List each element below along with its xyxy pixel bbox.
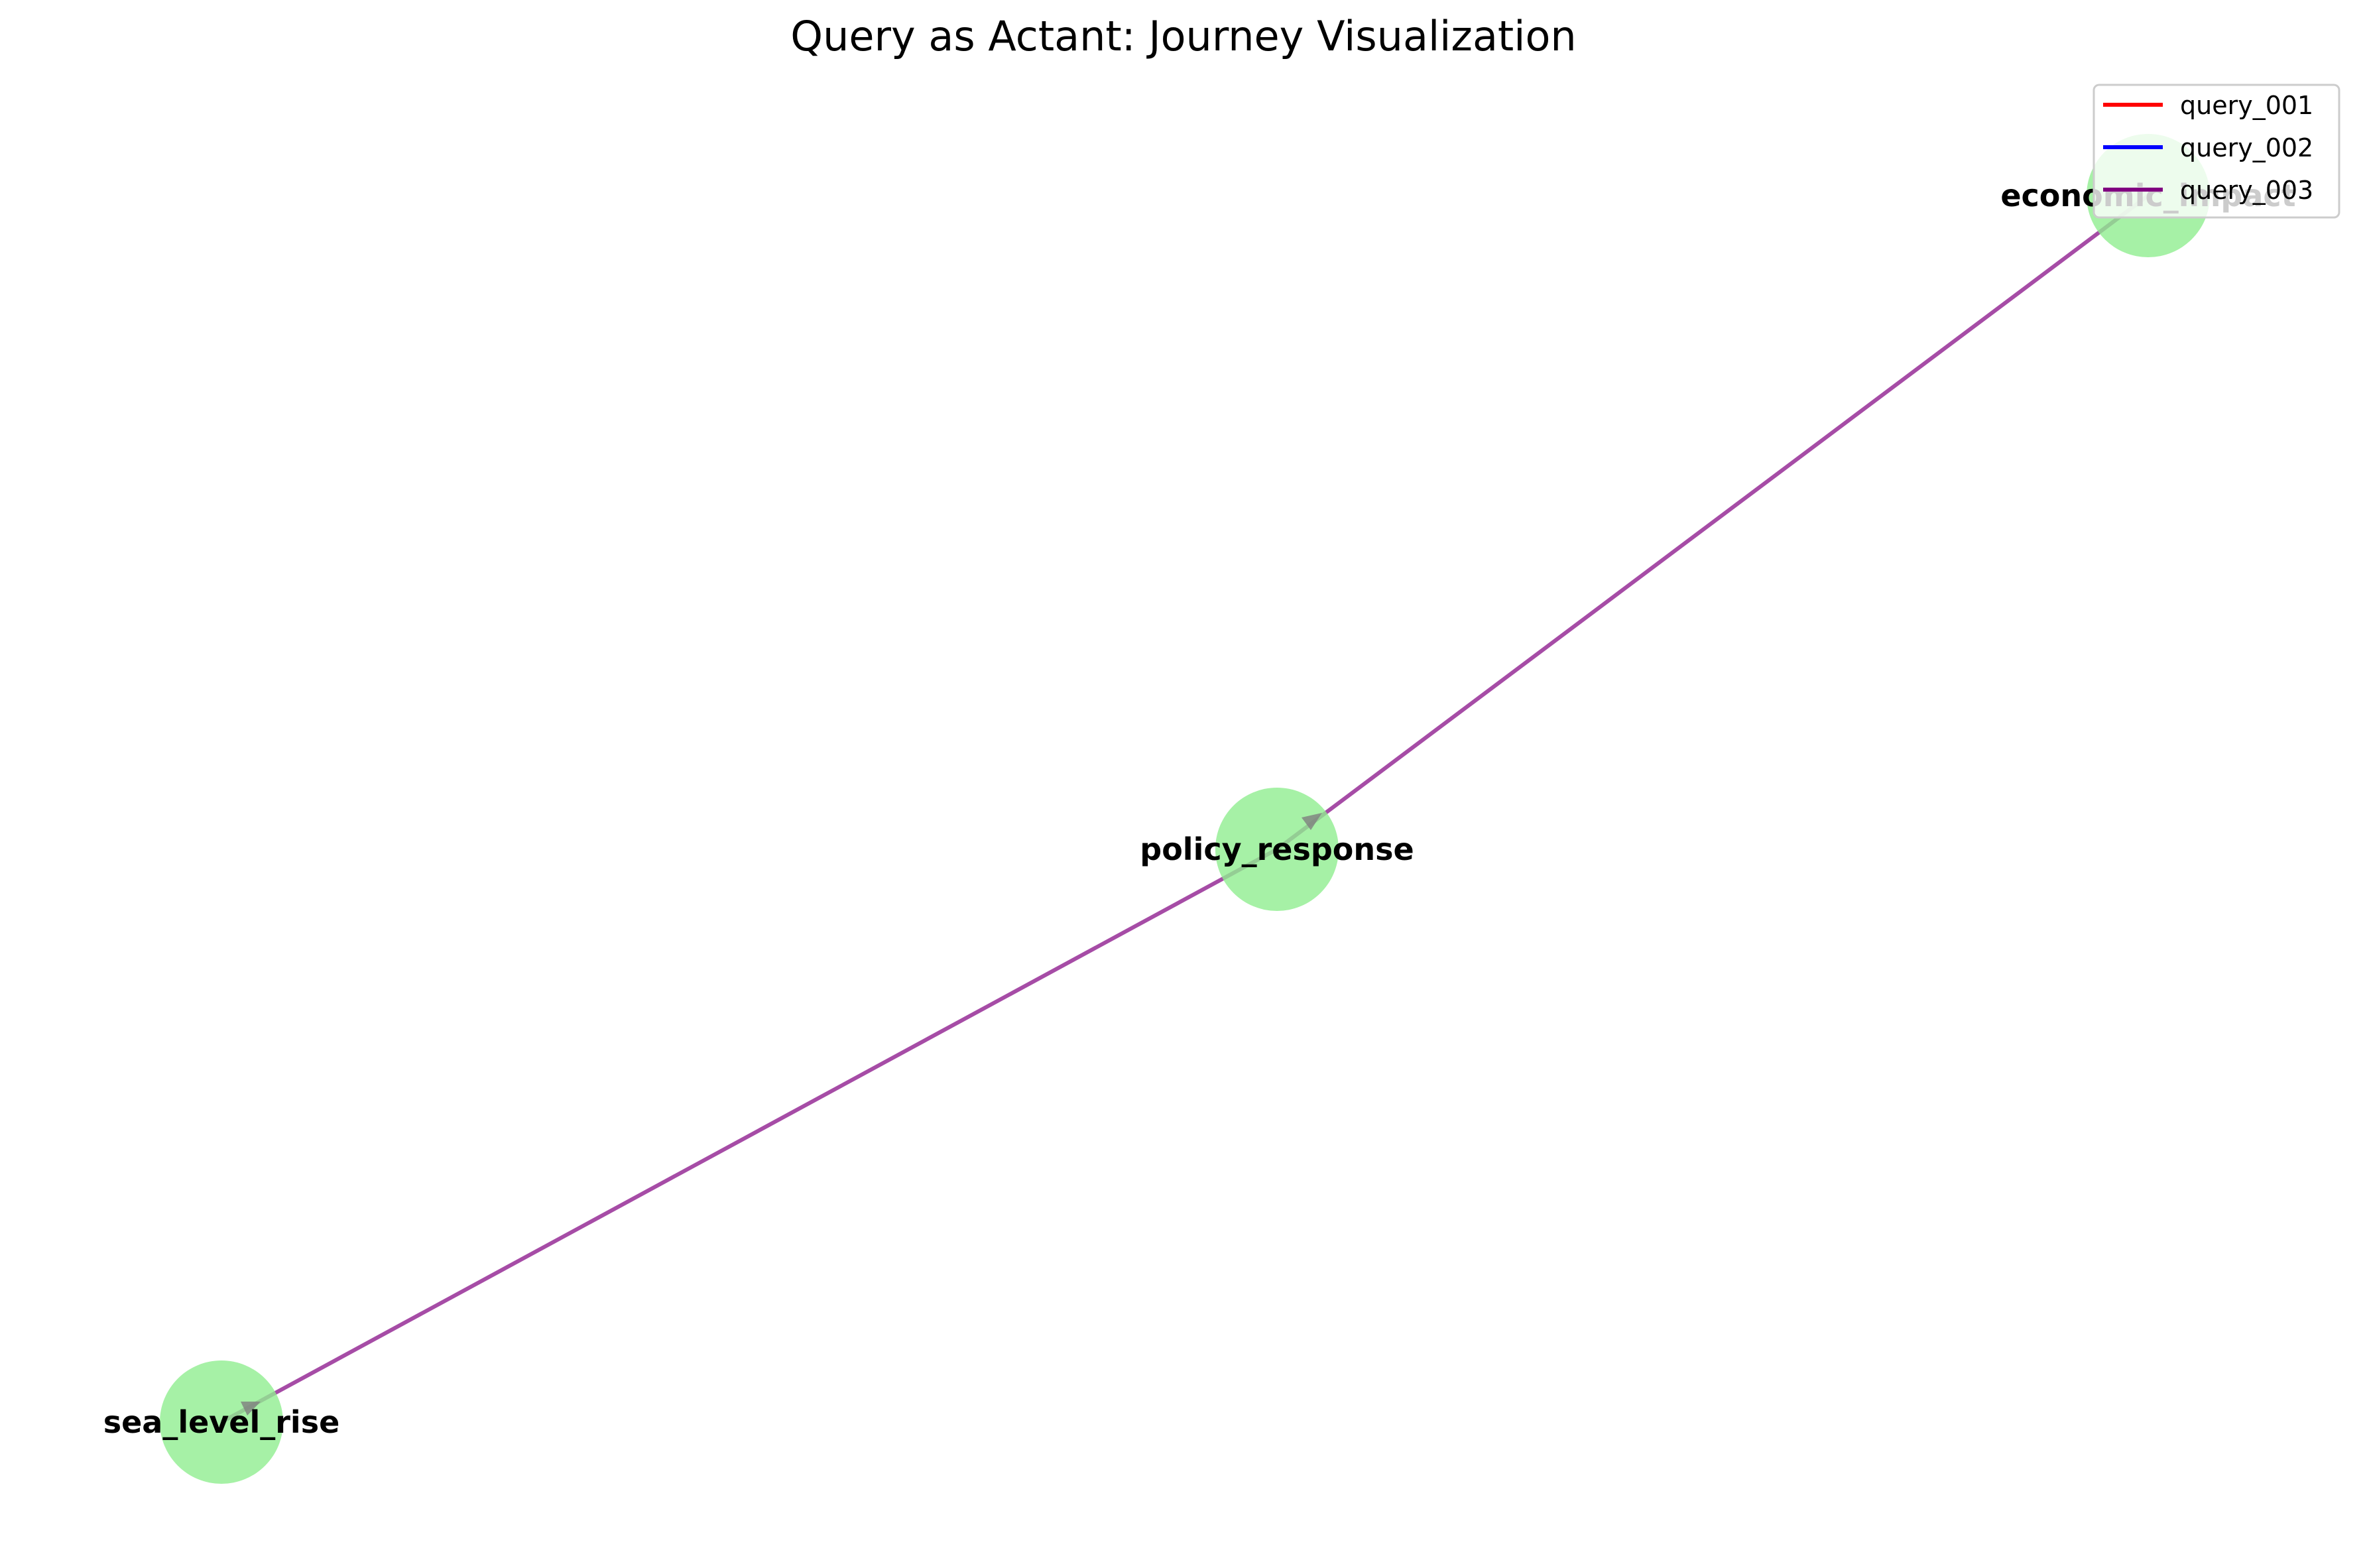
edge-policy-response-to-sea-level-rise [220,847,1278,1424]
legend-box [2093,84,2340,219]
edge-economic-impact-to-policy-response [1276,194,2150,851]
edge-layer [220,194,2150,1424]
legend: query_001 query_002 query_003 [2093,84,2340,219]
legend-item: query_003 [2103,176,2313,205]
legend-item: query_001 [2103,91,2313,120]
node-label-policy-response: policy_response [1140,831,1414,867]
node-label-sea-level-rise: sea_level_rise [103,1404,340,1440]
arrow-layer [241,813,1322,1416]
legend-label-query-001: query_001 [2180,91,2313,120]
chart-title: Query as Actant: Journey Visualization [790,12,1576,60]
arrow-head-sea-level-rise [241,1402,261,1416]
legend-label-query-003: query_003 [2180,176,2313,205]
legend-item: query_002 [2103,133,2313,162]
legend-label-query-002: query_002 [2180,133,2313,162]
arrow-head-policy-response [1302,813,1322,830]
node-sea-level-rise [160,1360,283,1484]
